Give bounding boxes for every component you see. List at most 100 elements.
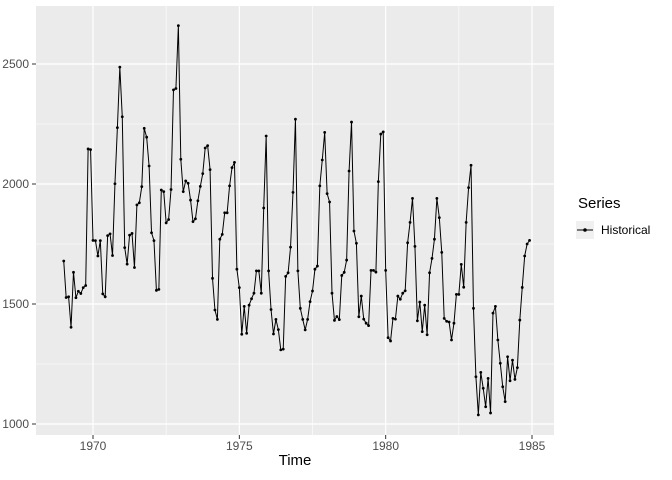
- series-point: [181, 190, 185, 194]
- series-point: [128, 233, 131, 237]
- series-point: [81, 286, 85, 290]
- series-point: [415, 319, 419, 323]
- series-point: [220, 233, 224, 236]
- series-point: [123, 246, 127, 250]
- series-point: [528, 239, 531, 242]
- legend-entry: Historical: [576, 221, 650, 239]
- series-point: [328, 200, 331, 204]
- series-point: [389, 339, 392, 343]
- series-point: [376, 180, 380, 184]
- series-point: [120, 115, 124, 119]
- series-point: [413, 245, 417, 248]
- series-point: [355, 241, 358, 245]
- series-point: [381, 130, 385, 134]
- series-point: [276, 328, 280, 332]
- series-point: [157, 287, 161, 291]
- x-tick-label: 1985: [519, 439, 546, 453]
- series-point: [374, 270, 378, 274]
- series-point: [325, 192, 329, 196]
- x-tick-label: 1975: [226, 439, 253, 453]
- series-point: [130, 232, 134, 235]
- x-tick-label: 1970: [80, 439, 107, 453]
- series-point: [84, 284, 88, 287]
- series-point: [145, 135, 149, 139]
- y-tick-label: 2500: [2, 57, 29, 71]
- series-point: [115, 126, 119, 129]
- series-point: [101, 292, 105, 296]
- series-point: [459, 263, 463, 266]
- series-point: [296, 269, 300, 273]
- series-point: [301, 317, 305, 321]
- series-point: [179, 157, 183, 161]
- series-point: [362, 317, 366, 321]
- series-point: [211, 276, 214, 280]
- series-point: [525, 242, 529, 246]
- series-point: [152, 239, 156, 243]
- series-point: [379, 132, 383, 136]
- series-point: [225, 211, 229, 215]
- series-point: [469, 163, 473, 167]
- series-point: [223, 211, 227, 215]
- series-point: [294, 117, 297, 121]
- series-point: [103, 295, 107, 299]
- series-point: [240, 332, 244, 336]
- series-point: [150, 231, 153, 235]
- x-tick-label: 1980: [372, 439, 399, 453]
- series-point: [442, 317, 446, 320]
- series-point: [347, 169, 351, 173]
- series-point: [191, 220, 195, 224]
- series-point: [137, 201, 141, 205]
- series-point: [391, 317, 395, 320]
- series-point: [245, 331, 249, 335]
- series-point: [335, 315, 339, 318]
- series-point: [89, 148, 92, 152]
- series-point: [435, 197, 439, 200]
- series-point: [303, 328, 307, 332]
- series-point: [298, 306, 302, 310]
- series-point: [425, 333, 429, 337]
- series-point: [206, 144, 210, 148]
- series-point: [452, 321, 456, 325]
- series-point: [76, 289, 80, 293]
- series-point: [230, 166, 234, 170]
- series-point: [386, 336, 390, 339]
- series-point: [189, 198, 192, 202]
- series-point: [274, 317, 278, 321]
- legend: Series Historical: [576, 195, 650, 239]
- series-point: [428, 271, 431, 275]
- series-point: [364, 321, 368, 325]
- series-point: [494, 305, 497, 308]
- series-point: [279, 348, 283, 352]
- series-point: [359, 294, 363, 298]
- series-point: [489, 411, 492, 415]
- series-point: [384, 269, 388, 272]
- y-tick-label: 2000: [2, 177, 29, 191]
- series-line-historical: [63, 25, 530, 416]
- series-point: [69, 325, 73, 329]
- series-point: [369, 269, 373, 272]
- series-point: [515, 366, 519, 369]
- series-point: [454, 293, 458, 296]
- series-point: [286, 271, 290, 275]
- series-point: [255, 269, 258, 273]
- series-point: [396, 294, 400, 298]
- series-point: [262, 206, 266, 210]
- series-point: [308, 300, 312, 303]
- legend-label: Historical: [601, 223, 651, 237]
- series-point: [203, 146, 207, 150]
- series-point: [125, 262, 129, 266]
- series-point: [247, 303, 251, 307]
- series-point: [513, 377, 517, 381]
- series-point: [201, 172, 205, 176]
- series-point: [311, 289, 314, 293]
- series-point: [433, 237, 436, 241]
- series-point: [408, 221, 412, 224]
- series-point: [62, 259, 66, 263]
- series-point: [281, 347, 285, 351]
- series-point: [506, 355, 510, 359]
- series-point: [196, 199, 200, 203]
- series-point: [418, 300, 422, 304]
- series-point: [98, 239, 102, 243]
